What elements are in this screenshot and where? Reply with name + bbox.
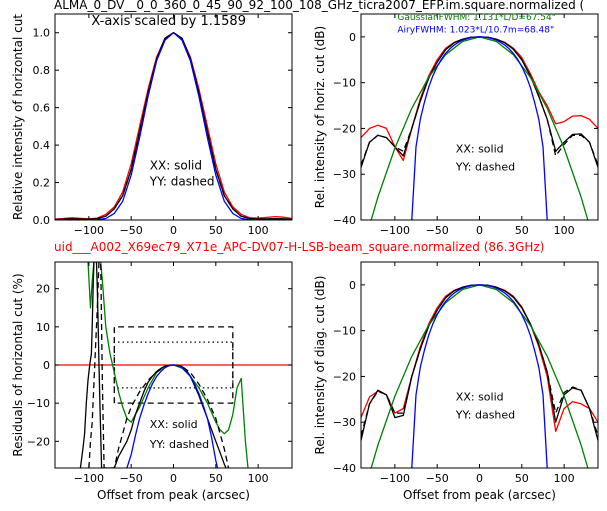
x-tick-label: 100 xyxy=(248,224,269,237)
chart-annotation: GaussianFWHM: 1.131*L/D=67.54" xyxy=(397,13,555,23)
x-tick-label: −100 xyxy=(74,224,104,237)
x-tick-label: 0 xyxy=(476,224,483,237)
x-axis-label: Offset from peak (arcsec) xyxy=(403,488,556,502)
chart-annotation: YY: dashed xyxy=(455,161,515,174)
middle-title: uid___A002_X69ec79_X71e_APC-DV07-H-LSB-b… xyxy=(54,240,544,254)
x-tick-label: −100 xyxy=(380,224,410,237)
y-tick-label: 0.6 xyxy=(33,102,51,115)
y-tick-label: −40 xyxy=(333,214,356,227)
y-tick-label: −40 xyxy=(333,462,356,475)
y-tick-label: −10 xyxy=(27,397,50,410)
axes-frame xyxy=(360,261,599,469)
series-line-black-dashed xyxy=(88,262,230,468)
plot-area xyxy=(361,36,598,220)
y-tick-label: 0.0 xyxy=(33,214,51,227)
x-tick-label: −50 xyxy=(120,472,143,485)
series-line-black-dashed xyxy=(113,326,234,404)
y-tick-label: 0 xyxy=(43,359,50,372)
chart-annotation: X-axis scaled by 1.1589 xyxy=(91,14,246,29)
x-tick-label: −100 xyxy=(74,472,104,485)
axes-frame xyxy=(54,13,293,221)
plot-area xyxy=(55,262,292,468)
series-line-green xyxy=(87,262,249,468)
series-line-black xyxy=(55,32,292,220)
y-tick-label: 20 xyxy=(36,283,50,296)
y-axis-label: Relative intensity of horizontal cut xyxy=(11,14,25,220)
plot-area xyxy=(361,284,598,468)
y-tick-label: −20 xyxy=(333,122,356,135)
plot-area xyxy=(55,32,292,220)
series-line-blue xyxy=(126,364,219,468)
series-line-blue xyxy=(411,36,548,220)
chart-annotation: XX: solid xyxy=(456,391,504,404)
y-axis-label: Rel. intensity of diag. cut (dB) xyxy=(313,276,327,455)
chart-annotation: YY: dashed xyxy=(149,174,215,188)
y-tick-label: −10 xyxy=(333,77,356,90)
x-tick-label: 0 xyxy=(170,472,177,485)
series-line-blue xyxy=(55,32,292,220)
chart-annotation: XX: solid xyxy=(150,158,202,172)
x-tick-label: 100 xyxy=(554,472,575,485)
y-tick-label: −20 xyxy=(27,435,50,448)
y-tick-label: −20 xyxy=(333,370,356,383)
series-line-black-dashed xyxy=(55,32,292,220)
x-tick-label: 0 xyxy=(476,472,483,485)
y-axis-label: Residuals of horizontal cut (%) xyxy=(11,273,25,456)
chart-annotation: YY: dashed xyxy=(455,409,515,422)
x-tick-label: 100 xyxy=(248,472,269,485)
x-tick-label: 100 xyxy=(554,224,575,237)
y-tick-label: 0.4 xyxy=(33,139,51,152)
series-line-red xyxy=(55,32,292,220)
chart-annotation: XX: solid xyxy=(456,143,504,156)
x-axis-label: Offset from peak (arcsec) xyxy=(97,488,250,502)
x-tick-label: −50 xyxy=(120,224,143,237)
top-title: ALMA_0_DV__0_0_360_0_45_90_92_100_108_GH… xyxy=(54,0,584,12)
chart-annotation: XX: solid xyxy=(150,418,198,431)
x-tick-label: −100 xyxy=(380,472,410,485)
horizontal-cut-linear-panel: −100 −50 0 50 100 0.0 0.2 0.4 0.6 0.8 1.0 Relative … xyxy=(11,13,293,237)
series-line-black-dashed xyxy=(361,284,598,437)
y-tick-label: 1.0 xyxy=(33,27,51,40)
y-axis-label: Rel. intensity of horiz. cut (dB) xyxy=(313,26,327,208)
y-tick-label: 0 xyxy=(349,31,356,44)
series-line-blue xyxy=(411,284,548,468)
x-tick-label: −50 xyxy=(426,224,449,237)
x-tick-label: 0 xyxy=(170,224,177,237)
y-tick-label: −30 xyxy=(333,416,356,429)
chart-annotation: YY: dashed xyxy=(149,438,209,451)
y-tick-label: 0.2 xyxy=(33,177,51,190)
x-tick-label: −50 xyxy=(426,472,449,485)
x-tick-label: 50 xyxy=(515,224,529,237)
x-tick-label: 50 xyxy=(209,224,223,237)
y-tick-label: −10 xyxy=(333,325,356,338)
y-tick-label: 10 xyxy=(36,321,50,334)
y-tick-label: −30 xyxy=(333,168,356,181)
series-line-black xyxy=(79,262,227,468)
axes-frame xyxy=(360,13,599,221)
x-tick-label: 50 xyxy=(209,472,223,485)
y-tick-label: 0 xyxy=(349,279,356,292)
x-tick-label: 50 xyxy=(515,472,529,485)
y-tick-label: 0.8 xyxy=(33,64,51,77)
chart-annotation: AiryFWHM: 1.023*L/10.7m=68.48" xyxy=(397,25,554,35)
